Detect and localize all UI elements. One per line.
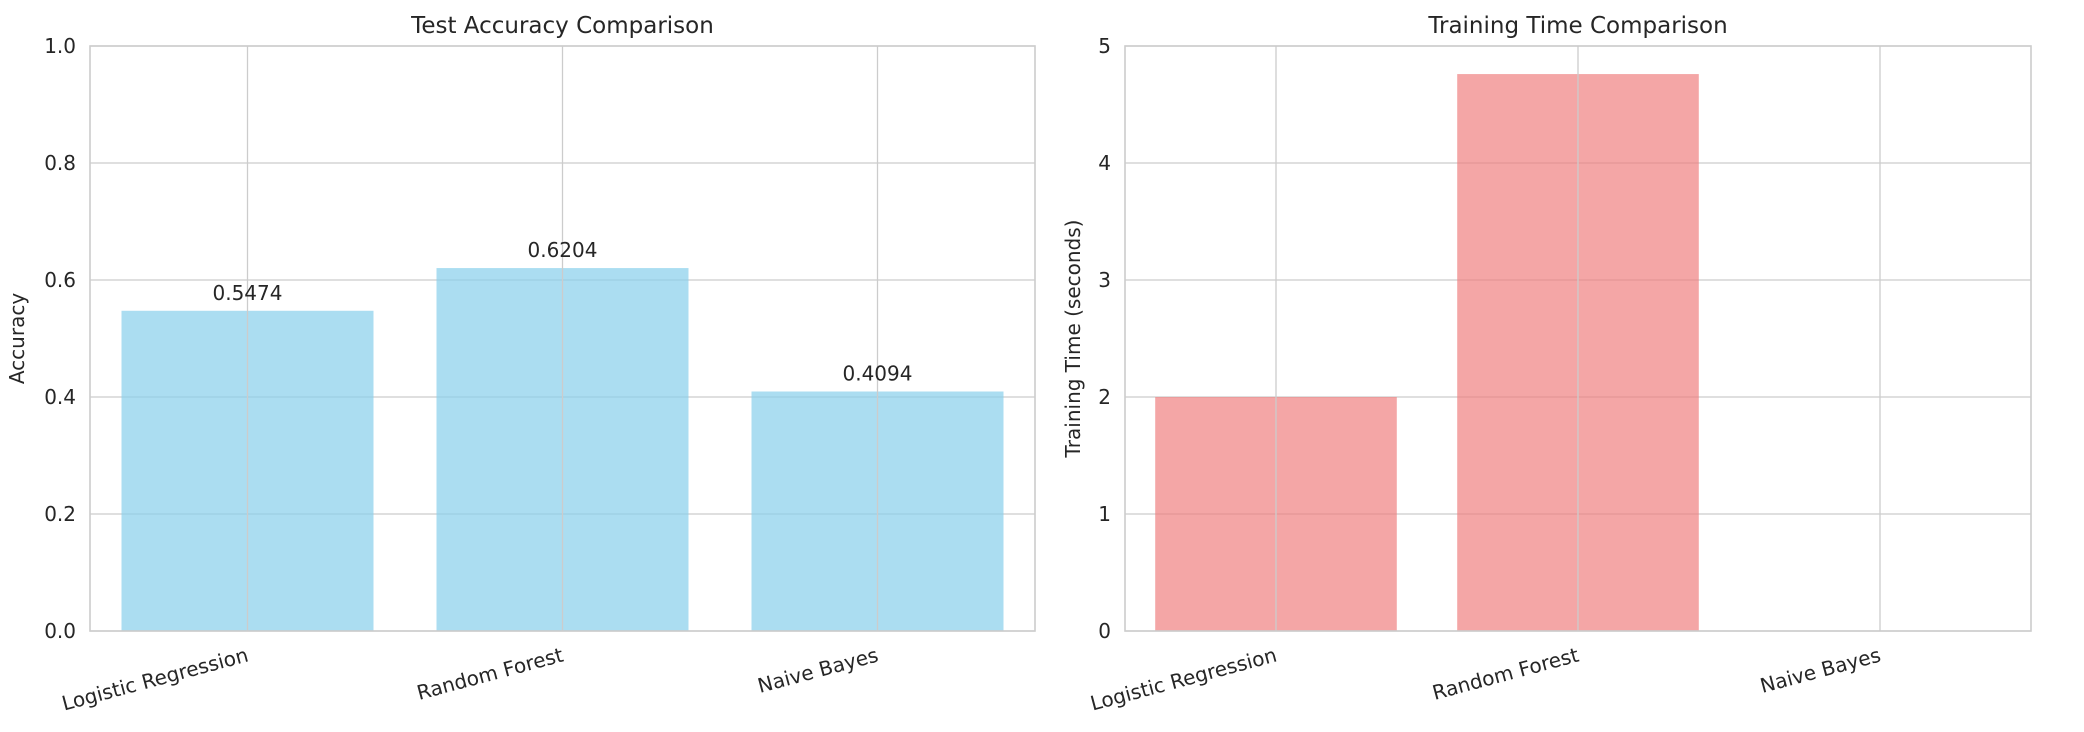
accuracy-chart-title: Test Accuracy Comparison	[410, 13, 714, 39]
accuracy-y-tick-label: 0.4	[44, 385, 76, 409]
accuracy-y-tick-label: 0.8	[44, 151, 76, 175]
accuracy-data-label: 0.4094	[843, 362, 913, 386]
training-time-y-tick-label: 5	[1098, 34, 1111, 58]
accuracy-y-tick-label: 1.0	[44, 34, 76, 58]
accuracy-y-axis-label: Accuracy	[5, 293, 29, 384]
accuracy-y-tick-label: 0.6	[44, 268, 76, 292]
training-time-y-tick-label: 1	[1098, 502, 1111, 526]
accuracy-y-tick-label: 0.0	[44, 619, 76, 643]
training-time-y-axis-label: Training Time (seconds)	[1061, 220, 1085, 459]
training-time-chart-title: Training Time Comparison	[1427, 13, 1727, 39]
accuracy-data-label: 0.5474	[213, 281, 283, 305]
training-time-y-tick-label: 4	[1098, 151, 1111, 175]
training-time-plot-frame	[1124, 45, 2032, 632]
training-time-y-tick-label: 3	[1098, 268, 1111, 292]
accuracy-y-tick-label: 0.2	[44, 502, 76, 526]
accuracy-chart-panel: 0.54740.62040.40940.00.20.40.60.81.0Logi…	[5, 13, 1036, 715]
training-time-y-tick-label: 0	[1098, 619, 1111, 643]
accuracy-data-label: 0.6204	[528, 238, 598, 262]
training-time-y-tick-label: 2	[1098, 385, 1111, 409]
accuracy-plot-frame	[89, 45, 1036, 632]
